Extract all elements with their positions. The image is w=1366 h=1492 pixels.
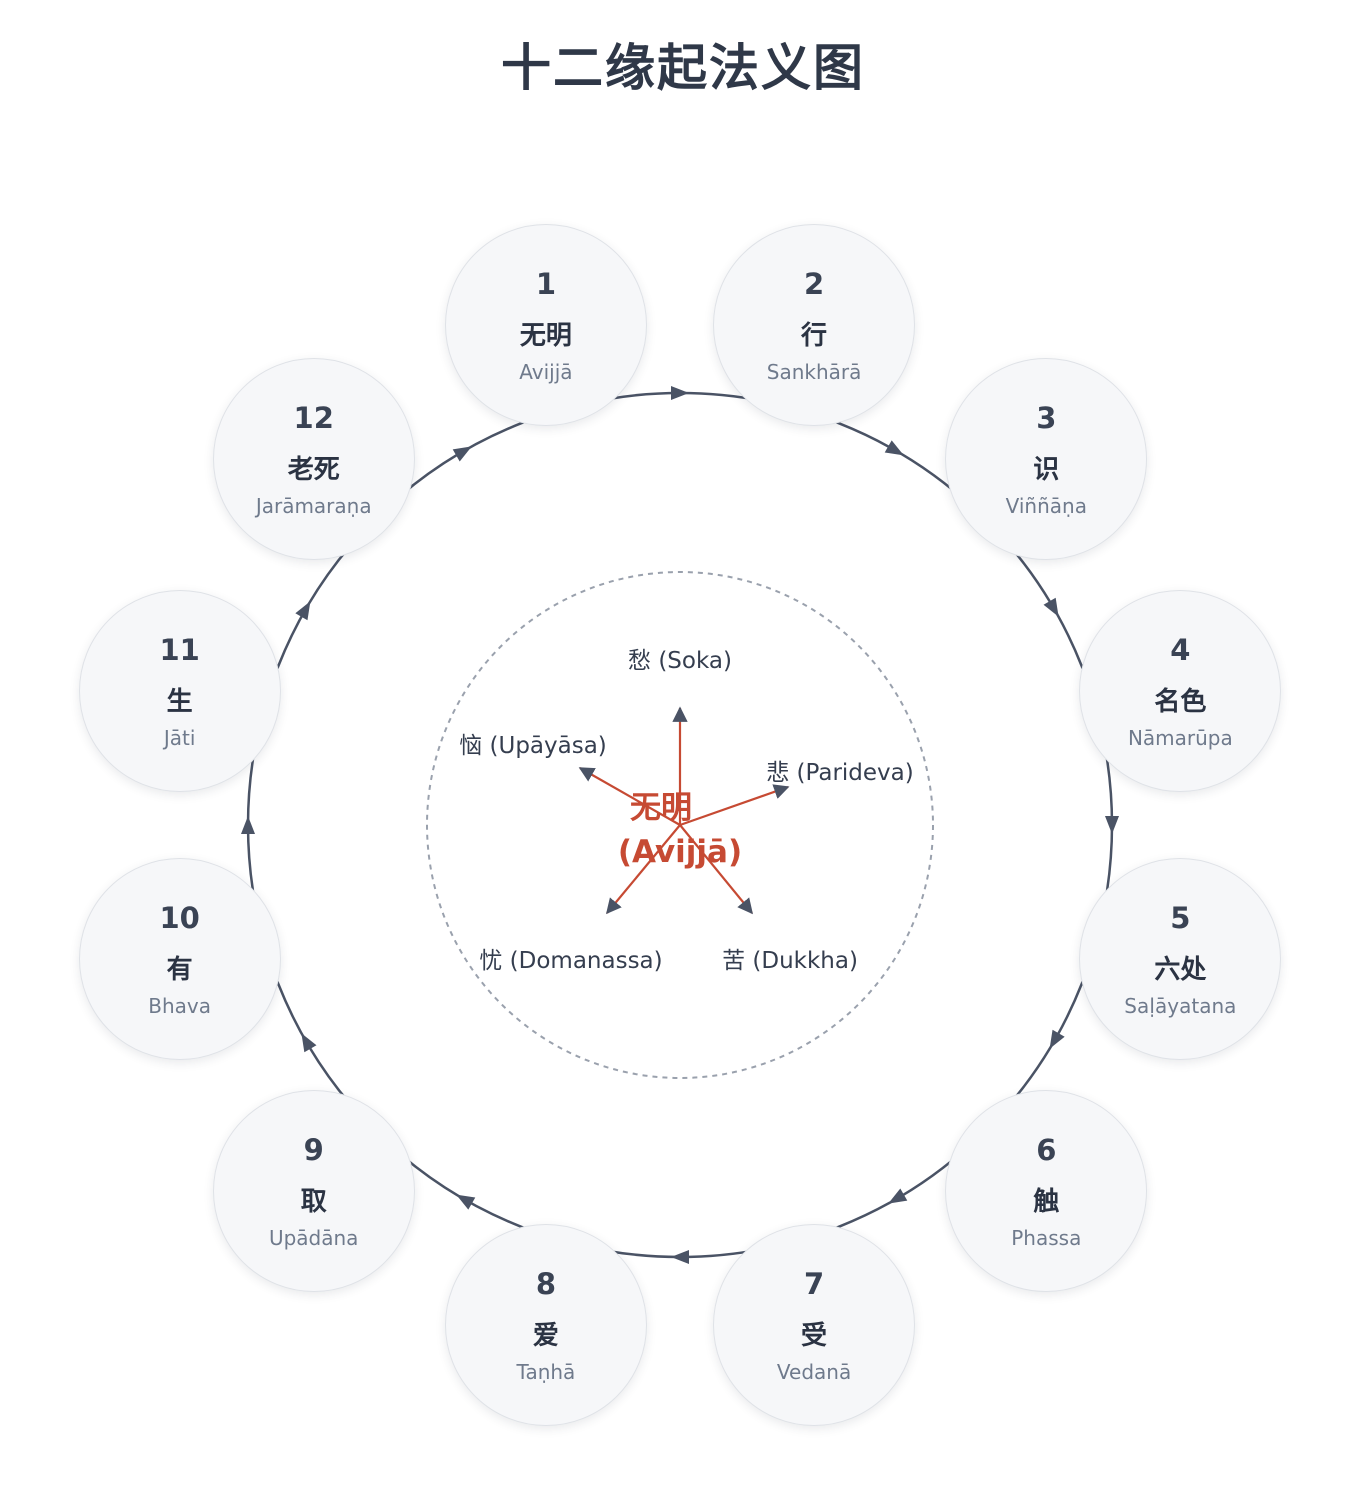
link-node: 6 触 Phassa	[945, 1090, 1148, 1293]
ring-arrow-icon	[1105, 816, 1119, 834]
sorrow-arrow	[679, 784, 790, 827]
ring-arrow-icon	[456, 1194, 476, 1210]
link-number: 7	[803, 1267, 825, 1302]
link-pali-name: Vedanā	[776, 1360, 852, 1385]
ring-arrows	[241, 386, 1119, 1264]
link-number: 4	[1170, 632, 1191, 667]
link-pali-name: Upādāna	[268, 1226, 359, 1251]
link-name: 无明	[519, 320, 572, 351]
ring-arrow-icon	[295, 601, 311, 621]
link-node: 10 有 Bhava	[78, 858, 281, 1061]
link-node: 4 名色 Nāmarūpa	[1079, 589, 1282, 792]
link-pali-name: Saḷāyatana	[1124, 994, 1237, 1019]
page-title: 十二缘起法义图	[501, 39, 865, 97]
link-name: 有	[166, 955, 193, 986]
sorrow-arrow	[578, 767, 681, 826]
ring-arrow-icon	[1049, 1029, 1065, 1049]
link-pali-name: Taṇhā	[516, 1360, 576, 1385]
ring-arrow-icon	[241, 816, 255, 834]
center-label-zh: 无明	[630, 790, 692, 826]
link-node: 11 生 Jāti	[78, 589, 281, 792]
link-name: 行	[801, 320, 828, 351]
sorrow-label-dukkha: 苦 (Dukkha)	[722, 948, 858, 974]
link-number: 2	[803, 266, 825, 301]
link-number: 12	[293, 400, 334, 435]
link-name: 受	[801, 1321, 828, 1352]
link-pali-name: Viññāṇa	[1005, 493, 1087, 518]
link-node: 8 爱 Taṇhā	[444, 1224, 647, 1427]
center-label-pali: (Avijjā)	[617, 834, 743, 870]
link-node: 7 受 Vedanā	[713, 1224, 916, 1427]
link-node: 12 老死 Jarāmaraṇa	[212, 357, 415, 560]
ring-arrow-icon	[671, 386, 689, 400]
sorrow-arrow	[606, 824, 681, 915]
center-arrows	[578, 706, 790, 915]
link-number: 1	[535, 266, 557, 301]
link-number: 8	[535, 1267, 557, 1302]
link-number: 10	[159, 901, 200, 936]
link-node: 1 无明 Avijjā	[444, 223, 647, 426]
ring-arrow-icon	[888, 1188, 908, 1204]
link-number: 6	[1036, 1133, 1057, 1168]
sorrow-label-parideva: 悲 (Parideva)	[766, 760, 914, 786]
link-pali-name: Avijjā	[519, 359, 573, 384]
link-node: 2 行 Sankhārā	[713, 223, 916, 426]
link-pali-name: Phassa	[1011, 1226, 1082, 1251]
link-node: 5 六处 Saḷāyatana	[1079, 858, 1282, 1061]
ring-arrow-icon	[884, 440, 904, 456]
sorrow-label-soka: 愁 (Soka)	[628, 648, 732, 674]
link-pali-name: Jarāmaraṇa	[255, 493, 372, 518]
ring-arrow-icon	[301, 1033, 317, 1053]
link-name: 取	[300, 1187, 327, 1218]
sorrow-label-domanassa: 忧 (Domanassa)	[479, 948, 663, 974]
sorrow-arrow	[679, 824, 753, 915]
ring-arrow-icon	[452, 446, 472, 462]
link-number: 3	[1036, 400, 1057, 435]
link-pali-name: Bhava	[148, 994, 212, 1019]
ring-arrow-icon	[671, 1250, 689, 1264]
sorrow-label-upayasa: 恼 (Upāyāsa)	[459, 733, 607, 759]
link-name: 生	[166, 686, 193, 717]
link-name: 爱	[532, 1321, 559, 1352]
link-name: 老死	[287, 454, 340, 485]
ring-arrow-icon	[1043, 597, 1059, 617]
link-name: 六处	[1154, 955, 1207, 986]
link-pali-name: Sankhārā	[766, 359, 862, 384]
link-name: 触	[1033, 1187, 1060, 1218]
link-pali-name: Jāti	[163, 725, 196, 750]
link-name: 识	[1033, 454, 1060, 485]
link-node: 3 识 Viññāṇa	[945, 357, 1148, 560]
link-number: 11	[159, 632, 200, 667]
link-pali-name: Nāmarūpa	[1127, 725, 1233, 750]
link-name: 名色	[1154, 686, 1207, 717]
inner-dashed-circle	[426, 571, 934, 1079]
link-number: 9	[303, 1133, 324, 1168]
link-node: 9 取 Upādāna	[212, 1090, 415, 1293]
link-number: 5	[1170, 901, 1191, 936]
